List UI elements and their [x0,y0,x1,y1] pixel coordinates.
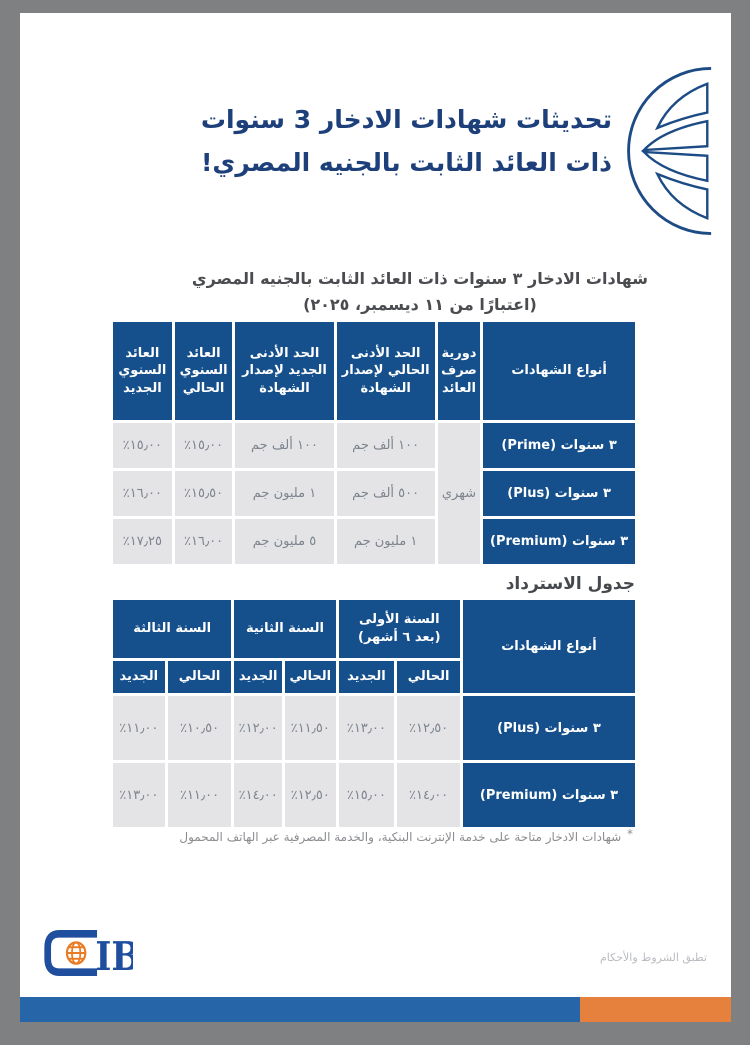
year1-line1: السنة الأولى [359,612,440,628]
page-title: تحديثات شهادات الادخار 3 سنوات ذات العائ… [201,99,612,184]
y3-new-value: ١٣٫٠٠٪ [113,763,165,827]
page-title-line2: ذات العائد الثابت بالجنيه المصري! [201,147,612,177]
redemption-sub-header-row: الحالي الجديد الحالي الجديد الحالي الجدي… [113,661,635,693]
table-row: ٣ سنوات (Plus) ٥٠٠ ألف جم ١ مليون جم ١٥٫… [113,471,635,516]
y2-current-value: ١٢٫٥٠٪ [284,763,336,827]
table-row: ٣ سنوات (Plus) ١٢٫٥٠٪ ١٣٫٠٠٪ ١١٫٥٠٪ ١٢٫٠… [113,696,635,760]
y3-current-value: ١١٫٠٠٪ [167,763,232,827]
certificate-name: ٣ سنوات (Prime) [483,423,635,468]
table-row: ٣ سنوات (Premium) ١ مليون جم ٥ مليون جم … [113,519,635,564]
footnote-asterisk: * [627,827,633,841]
redemption-header-year2: السنة الثانية [234,600,336,658]
frequency-value: شهري [437,423,481,564]
yield-current-value: ١٥٫٥٠٪ [174,471,233,516]
rates-header-row: أنواع الشهادات دورية صرف العائد الحد الأ… [113,322,635,420]
half-globe-icon [627,67,712,235]
rates-header-min-current: الحد الأدنى الحالي لإصدار الشهادة [336,322,435,420]
y1-current-value: ١٤٫٠٠٪ [397,763,460,827]
subtitle-line2: (اعتبارًا من ١١ ديسمبر، ٢٠٢٥) [303,294,537,314]
table-row: ٣ سنوات (Premium) ١٤٫٠٠٪ ١٥٫٠٠٪ ١٢٫٥٠٪ ١… [113,763,635,827]
footer-bar-orange [580,997,731,1022]
certificate-name: ٣ سنوات (Plus) [483,471,635,516]
rates-table: أنواع الشهادات دورية صرف العائد الحد الأ… [110,319,638,567]
redemption-header-types: أنواع الشهادات [462,600,635,693]
y3-new-value: ١١٫٠٠٪ [113,696,165,760]
certificate-name: ٣ سنوات (Premium) [462,763,635,827]
cib-letters: IB [95,932,133,977]
terms-text: تطبق الشروط والأحكام [599,951,707,964]
subheader-current: الحالي [284,661,336,693]
min-current-value: ١٠٠ ألف جم [336,423,435,468]
redemption-group-header-row: أنواع الشهادات السنة الأولى (بعد ٦ أشهر)… [113,600,635,693]
rates-header-yield-current: العائد السنوي الحالي [174,322,233,420]
min-new-value: ١ مليون جم [235,471,334,516]
redemption-header-year3: السنة الثالثة [113,600,232,658]
subheader-new: الجديد [113,661,165,693]
yield-current-value: ١٦٫٠٠٪ [174,519,233,564]
rates-header-types: أنواع الشهادات [483,322,635,420]
redemption-table: أنواع الشهادات السنة الأولى (بعد ٦ أشهر)… [110,597,638,830]
footnote: * شهادات الادخار متاحة على خدمة الإنترنت… [179,827,633,844]
page-subtitle: شهادات الادخار ٣ سنوات ذات العائد الثابت… [192,266,648,317]
min-new-value: ١٠٠ ألف جم [235,423,334,468]
y2-new-value: ١٢٫٠٠٪ [234,696,282,760]
y1-new-value: ١٣٫٠٠٪ [338,696,395,760]
redemption-title: جدول الاسترداد [505,574,635,594]
y1-current-value: ١٢٫٥٠٪ [397,696,460,760]
redemption-header-year1: السنة الأولى (بعد ٦ أشهر) [338,600,460,658]
subtitle-line1: شهادات الادخار ٣ سنوات ذات العائد الثابت… [191,269,648,288]
min-current-value: ١ مليون جم [336,519,435,564]
year1-line2: (بعد ٦ أشهر) [358,630,441,645]
footer-bar-blue [20,997,580,1022]
yield-new-value: ١٦٫٠٠٪ [113,471,172,516]
y1-new-value: ١٥٫٠٠٪ [338,763,395,827]
cib-logo: IB [44,929,133,977]
y2-current-value: ١١٫٥٠٪ [284,696,336,760]
rates-header-yield-new: العائد السنوي الجديد [113,322,172,420]
yield-new-value: ١٥٫٠٠٪ [113,423,172,468]
subheader-new: الجديد [338,661,395,693]
subheader-current: الحالي [397,661,460,693]
yield-new-value: ١٧٫٢٥٪ [113,519,172,564]
y3-current-value: ١٠٫٥٠٪ [167,696,232,760]
certificate-name: ٣ سنوات (Plus) [462,696,635,760]
min-current-value: ٥٠٠ ألف جم [336,471,435,516]
cib-c-shape [44,929,98,977]
yield-current-value: ١٥٫٠٠٪ [174,423,233,468]
footnote-text: شهادات الادخار متاحة على خدمة الإنترنت ا… [179,830,622,844]
cib-globe-icon [65,941,87,965]
subheader-new: الجديد [234,661,282,693]
certificate-name: ٣ سنوات (Premium) [483,519,635,564]
footer-bar [20,997,731,1022]
page-title-line1: تحديثات شهادات الادخار 3 سنوات [200,105,612,134]
table-row: ٣ سنوات (Prime) شهري ١٠٠ ألف جم ١٠٠ ألف … [113,423,635,564]
rates-header-frequency: دورية صرف العائد [437,322,481,420]
subheader-current: الحالي [167,661,232,693]
rates-header-min-new: الحد الأدنى الجديد لإصدار الشهادة [235,322,334,420]
y2-new-value: ١٤٫٠٠٪ [234,763,282,827]
flyer-page: تحديثات شهادات الادخار 3 سنوات ذات العائ… [20,13,731,1022]
min-new-value: ٥ مليون جم [235,519,334,564]
